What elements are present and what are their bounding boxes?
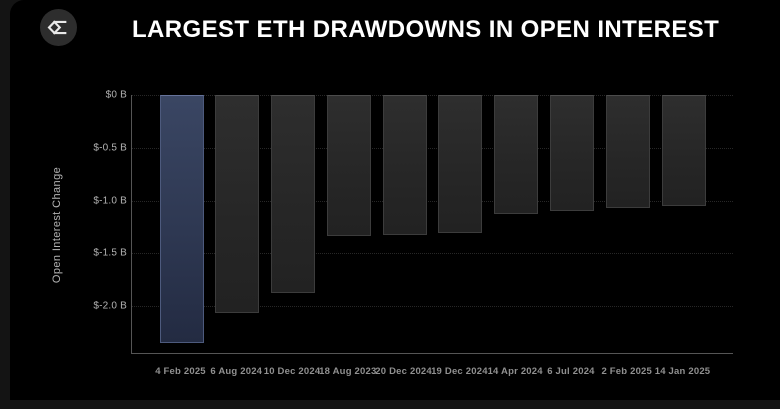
x-tick-label: 2 Feb 2025 xyxy=(601,366,653,377)
y-axis-title: Open Interest Change xyxy=(51,166,63,284)
x-tick-label: 10 Dec 2024 xyxy=(263,366,321,377)
gridline xyxy=(132,95,733,96)
plot-area xyxy=(131,95,733,354)
gridline xyxy=(132,200,733,202)
page-title: LARGEST ETH DRAWDOWNS IN OPEN INTEREST xyxy=(132,16,720,43)
bar-6-jul-2024[interactable] xyxy=(549,95,594,212)
gridline xyxy=(132,147,733,149)
sigma-diamond-logo-icon xyxy=(40,9,77,46)
y-tick-label: $0 B xyxy=(105,89,127,101)
bar-2-feb-2025[interactable] xyxy=(605,95,650,208)
bar-4-feb-2025[interactable] xyxy=(159,95,204,343)
bar-10-dec-2024[interactable] xyxy=(271,95,316,294)
bar-14-jan-2025[interactable] xyxy=(661,95,706,206)
y-tick-label: $-1.0 B xyxy=(93,195,127,206)
x-tick-label: 14 Apr 2024 xyxy=(487,366,543,377)
bar-19-dec-2024[interactable] xyxy=(438,95,483,234)
bar-18-aug-2023[interactable] xyxy=(326,95,371,237)
bar-14-apr-2024[interactable] xyxy=(494,95,539,215)
gridline xyxy=(132,253,733,255)
x-tick-label: 18 Aug 2023 xyxy=(319,366,377,377)
y-tick-label: $-0.5 B xyxy=(93,142,127,154)
x-tick-label: 6 Jul 2024 xyxy=(547,366,595,377)
bar-6-aug-2024[interactable] xyxy=(215,95,260,314)
x-tick-label: 14 Jan 2025 xyxy=(654,366,711,377)
gridline xyxy=(132,306,733,307)
bar-20-dec-2024[interactable] xyxy=(382,95,427,236)
x-tick-label: 4 Feb 2025 xyxy=(155,366,206,377)
y-tick-label: $-2.0 B xyxy=(93,300,127,312)
y-tick-label: $-1.5 B xyxy=(93,247,127,259)
x-tick-label: 19 Dec 2024 xyxy=(431,366,488,377)
x-tick-label: 6 Aug 2024 xyxy=(210,366,263,377)
x-tick-label: 20 Dec 2024 xyxy=(375,366,432,377)
